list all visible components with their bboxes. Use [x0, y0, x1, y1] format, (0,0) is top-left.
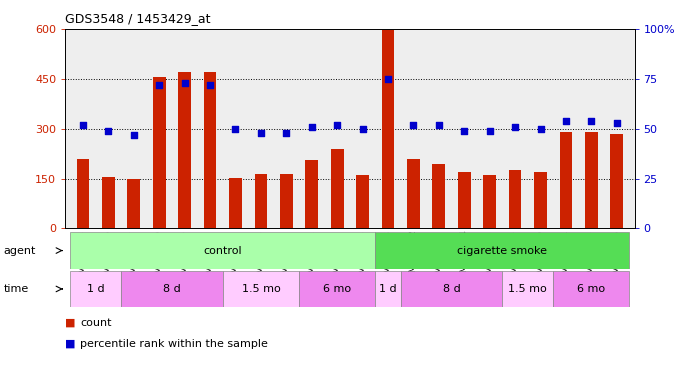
Bar: [585, 132, 598, 228]
Text: count: count: [80, 318, 112, 328]
Bar: [70, 232, 375, 269]
Point: [128, 132, 139, 138]
Text: time: time: [3, 284, 29, 294]
Point: [586, 118, 597, 124]
Bar: [70, 271, 121, 307]
Text: 1.5 mo: 1.5 mo: [241, 284, 281, 294]
Text: cigarette smoke: cigarette smoke: [458, 245, 547, 256]
Point: [560, 118, 571, 124]
Text: 6 mo: 6 mo: [578, 284, 606, 294]
Bar: [432, 164, 445, 228]
Point: [154, 82, 165, 88]
Point: [383, 76, 394, 82]
Point: [281, 129, 292, 136]
Bar: [401, 271, 502, 307]
Text: 8 d: 8 d: [163, 284, 181, 294]
Text: percentile rank within the sample: percentile rank within the sample: [80, 339, 268, 349]
Bar: [223, 271, 299, 307]
Bar: [560, 132, 572, 228]
Point: [78, 122, 88, 128]
Text: 8 d: 8 d: [442, 284, 460, 294]
Bar: [381, 30, 394, 228]
Point: [255, 129, 266, 136]
Text: GDS3548 / 1453429_at: GDS3548 / 1453429_at: [65, 12, 211, 25]
Bar: [153, 77, 165, 228]
Text: 1 d: 1 d: [87, 284, 104, 294]
Bar: [204, 72, 216, 228]
Bar: [509, 170, 521, 228]
Point: [535, 126, 546, 132]
Bar: [331, 149, 344, 228]
Bar: [611, 134, 623, 228]
Bar: [102, 177, 115, 228]
Text: agent: agent: [3, 245, 36, 256]
Bar: [178, 72, 191, 228]
Point: [331, 122, 342, 128]
Text: control: control: [204, 245, 242, 256]
Text: 6 mo: 6 mo: [323, 284, 351, 294]
Bar: [356, 175, 369, 228]
Point: [204, 82, 215, 88]
Bar: [407, 159, 420, 228]
Point: [103, 127, 114, 134]
Text: 1 d: 1 d: [379, 284, 397, 294]
Bar: [255, 174, 268, 228]
Bar: [375, 271, 401, 307]
Text: 1.5 mo: 1.5 mo: [508, 284, 547, 294]
Bar: [484, 175, 496, 228]
Bar: [280, 174, 293, 228]
Bar: [77, 159, 89, 228]
Point: [408, 122, 419, 128]
Bar: [458, 172, 471, 228]
Bar: [121, 271, 223, 307]
Bar: [375, 232, 630, 269]
Text: ■: ■: [65, 339, 75, 349]
Bar: [534, 172, 547, 228]
Point: [179, 79, 190, 86]
Point: [306, 124, 317, 130]
Bar: [299, 271, 375, 307]
Bar: [305, 160, 318, 228]
Point: [510, 124, 521, 130]
Text: ■: ■: [65, 318, 75, 328]
Bar: [502, 271, 553, 307]
Point: [230, 126, 241, 132]
Bar: [229, 178, 242, 228]
Point: [434, 122, 445, 128]
Bar: [553, 271, 630, 307]
Point: [459, 127, 470, 134]
Point: [611, 119, 622, 126]
Point: [484, 127, 495, 134]
Bar: [128, 179, 140, 228]
Point: [357, 126, 368, 132]
